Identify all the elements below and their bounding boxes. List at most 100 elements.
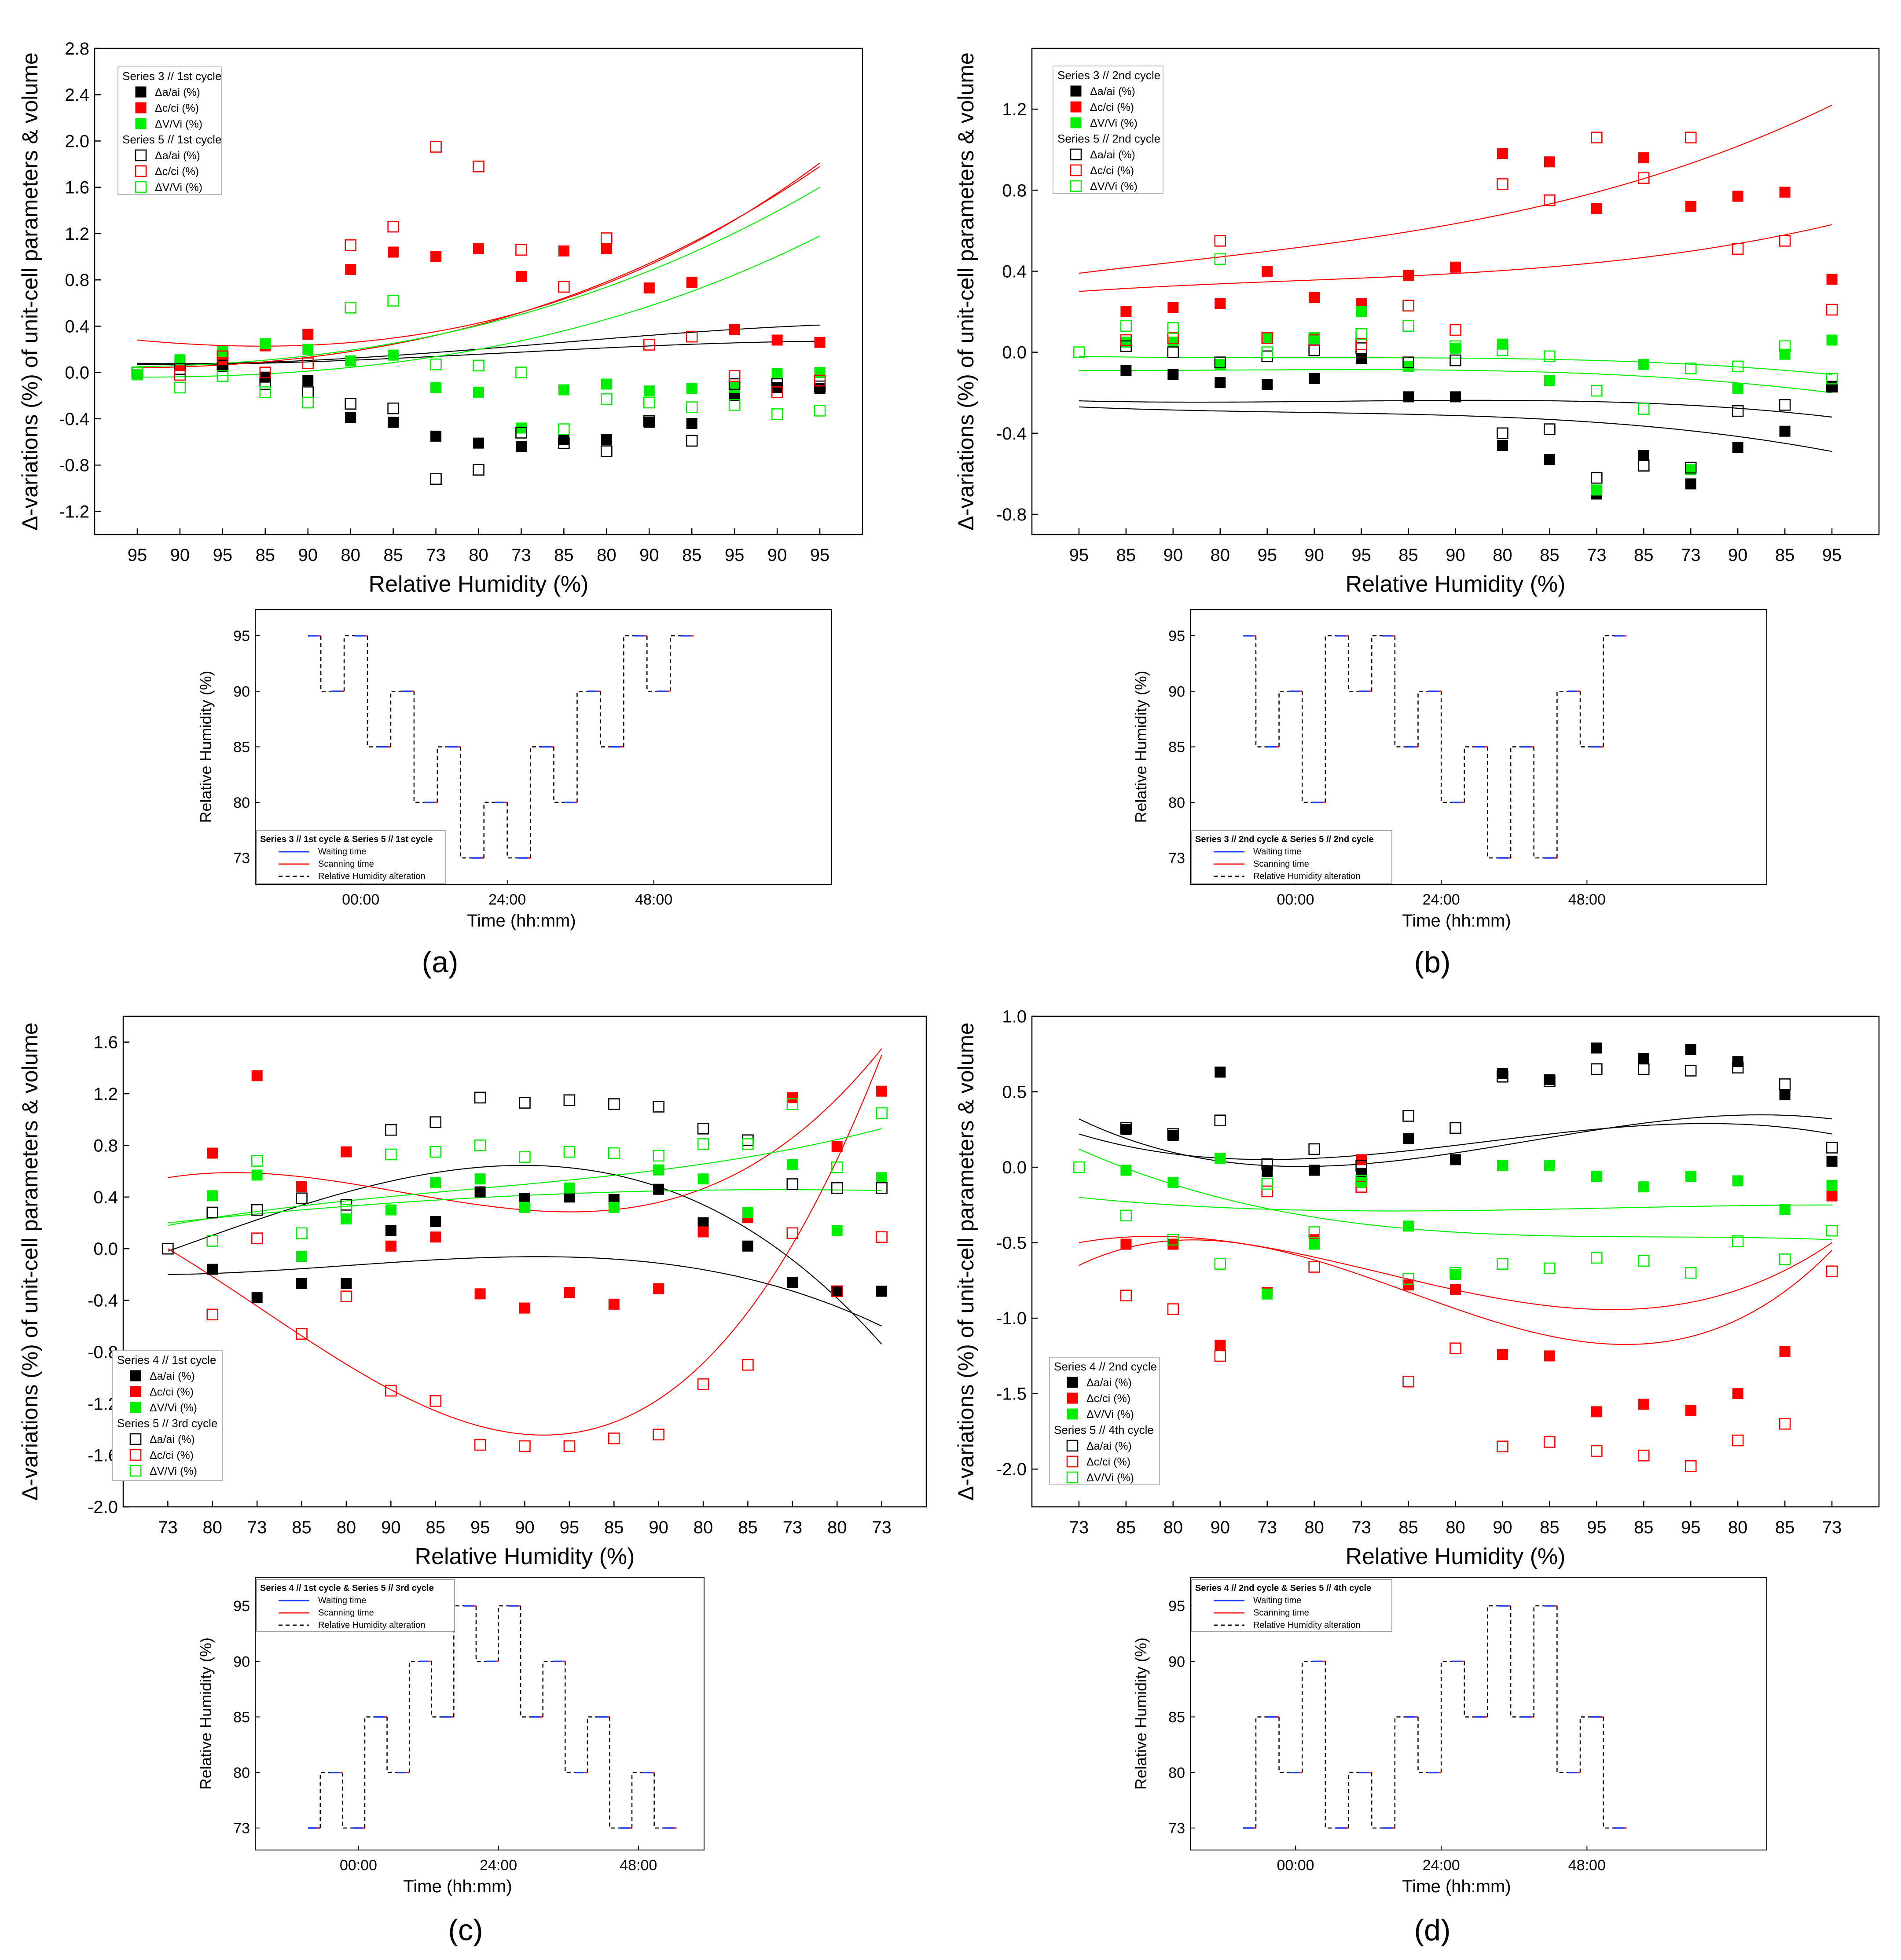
data-point xyxy=(474,1186,486,1198)
data-point xyxy=(1591,1406,1602,1418)
y-tick-label: 1.2 xyxy=(65,224,89,244)
humidity-x-axis-title: Time (hh:mm) xyxy=(467,911,576,931)
humidity-y-axis-title: Relative Humidity (%) xyxy=(1132,670,1150,823)
legend-title: Series 4 // 1st cycle xyxy=(117,1353,216,1367)
data-point xyxy=(1826,1190,1838,1202)
data-point xyxy=(1402,1375,1414,1388)
humidity-alteration-line xyxy=(483,802,495,858)
humidity-x-tick-label: 00:00 xyxy=(1277,1857,1314,1874)
humidity-alteration-line xyxy=(1579,691,1591,747)
humidity-alteration-line xyxy=(553,747,565,803)
data-point xyxy=(1167,346,1179,358)
data-point xyxy=(251,1204,263,1216)
humidity-x-tick-label: 24:00 xyxy=(1423,1857,1460,1874)
humidity-alteration-line xyxy=(367,636,378,747)
x-tick-label: 90 xyxy=(170,546,190,565)
y-tick-label: 2.0 xyxy=(65,132,89,151)
data-point xyxy=(1402,300,1414,312)
humidity-alteration-line xyxy=(1417,1717,1429,1773)
humidity-alteration-line xyxy=(506,802,518,859)
x-tick-label: 95 xyxy=(1681,1518,1701,1537)
x-tick-label: 95 xyxy=(1257,546,1277,565)
data-point xyxy=(474,1139,486,1151)
fit-curve xyxy=(1079,1114,1832,1167)
humidity-legend-label: Scanning time xyxy=(318,1608,374,1618)
data-point xyxy=(1073,1161,1085,1173)
data-point xyxy=(473,464,484,476)
y-tick-label: 0.0 xyxy=(1002,1158,1027,1177)
humidity-alteration-line xyxy=(1325,1661,1336,1829)
x-tick-label: 95 xyxy=(213,546,233,565)
y-tick-label: 0.4 xyxy=(1002,262,1027,281)
data-point xyxy=(251,1155,263,1167)
data-point xyxy=(519,1302,530,1314)
data-point xyxy=(387,295,399,307)
legend-label: Δa/ai (%) xyxy=(1090,149,1135,161)
data-point xyxy=(728,378,741,390)
data-point xyxy=(1497,1348,1508,1360)
fit-curve xyxy=(137,166,820,369)
x-tick-label: 85 xyxy=(1634,1518,1654,1537)
data-point xyxy=(1497,1160,1508,1172)
data-point xyxy=(1591,1252,1603,1264)
data-point xyxy=(771,368,783,379)
x-tick-label: 85 xyxy=(682,546,702,565)
humidity-alteration-line xyxy=(1487,1605,1498,1717)
data-point xyxy=(697,1138,709,1150)
data-point xyxy=(1638,1181,1649,1193)
panel-c: -2.0-1.6-1.2-0.8-0.40.00.40.81.21.673 80 7… xyxy=(18,1015,927,1947)
data-point xyxy=(251,1292,263,1304)
data-point xyxy=(473,386,484,398)
humidity-alteration-line xyxy=(1556,1606,1568,1773)
x-tick-label: 80 xyxy=(827,1518,847,1537)
data-point xyxy=(1215,1066,1226,1078)
humidity-alteration-line xyxy=(1603,1717,1614,1829)
legend-label: ΔV/Vi (%) xyxy=(150,1402,197,1414)
data-point xyxy=(1684,1065,1697,1077)
y-tick-label: -2.0 xyxy=(996,1460,1027,1479)
data-point xyxy=(653,1101,664,1113)
data-point xyxy=(1544,1350,1555,1362)
x-tick-label: 85 xyxy=(1540,1518,1560,1537)
data-point xyxy=(1355,1160,1367,1172)
legend-label: ΔV/Vi (%) xyxy=(1086,1472,1134,1484)
data-point xyxy=(1403,270,1414,281)
data-point xyxy=(1732,1062,1744,1073)
data-point xyxy=(1356,306,1367,318)
data-point xyxy=(1450,1284,1461,1295)
data-point xyxy=(515,441,527,452)
data-point xyxy=(430,141,442,153)
x-axis-title: Relative Humidity (%) xyxy=(369,572,589,597)
data-point xyxy=(217,370,229,382)
data-point xyxy=(1638,450,1649,461)
x-tick-label: 95 xyxy=(1069,546,1089,565)
data-point xyxy=(1732,191,1743,202)
data-point xyxy=(1355,328,1367,340)
x-tick-label: 95 xyxy=(1351,546,1371,565)
legend-label: Δa/ai (%) xyxy=(1090,85,1135,98)
fit-curve xyxy=(1079,406,1832,452)
data-point xyxy=(1779,1204,1791,1215)
humidity-y-tick-label: 90 xyxy=(1168,683,1185,700)
panel-d: -2.0 -1.5 -1.0 -0.5 0.0 0.5 1.0 73 85 80 90 73 80 73 8… xyxy=(954,1007,1880,1947)
y-tick-label: 2.4 xyxy=(65,85,89,105)
legend-label: Δa/ai (%) xyxy=(150,1370,195,1382)
x-tick-label: 90 xyxy=(381,1518,401,1537)
humidity-y-axis-title: Relative Humidity (%) xyxy=(197,670,215,823)
humidity-plot-frame xyxy=(1190,1577,1767,1850)
humidity-x-tick-label: 48:00 xyxy=(1568,891,1606,908)
data-point xyxy=(345,355,356,366)
data-point xyxy=(1826,373,1838,385)
x-tick-label: 95 xyxy=(1822,546,1842,565)
data-point xyxy=(1497,1440,1508,1453)
legend-marker xyxy=(1070,148,1082,161)
humidity-alteration-line xyxy=(1417,691,1429,747)
data-point xyxy=(1403,361,1414,372)
legend-title: Series 3 // 2nd cycle xyxy=(1057,69,1160,82)
data-point xyxy=(1779,187,1791,198)
data-point xyxy=(1308,1143,1320,1155)
x-tick-label: 90 xyxy=(649,1518,668,1537)
data-point xyxy=(1732,1175,1743,1187)
data-point xyxy=(1779,1089,1791,1100)
data-point xyxy=(1638,1399,1649,1410)
